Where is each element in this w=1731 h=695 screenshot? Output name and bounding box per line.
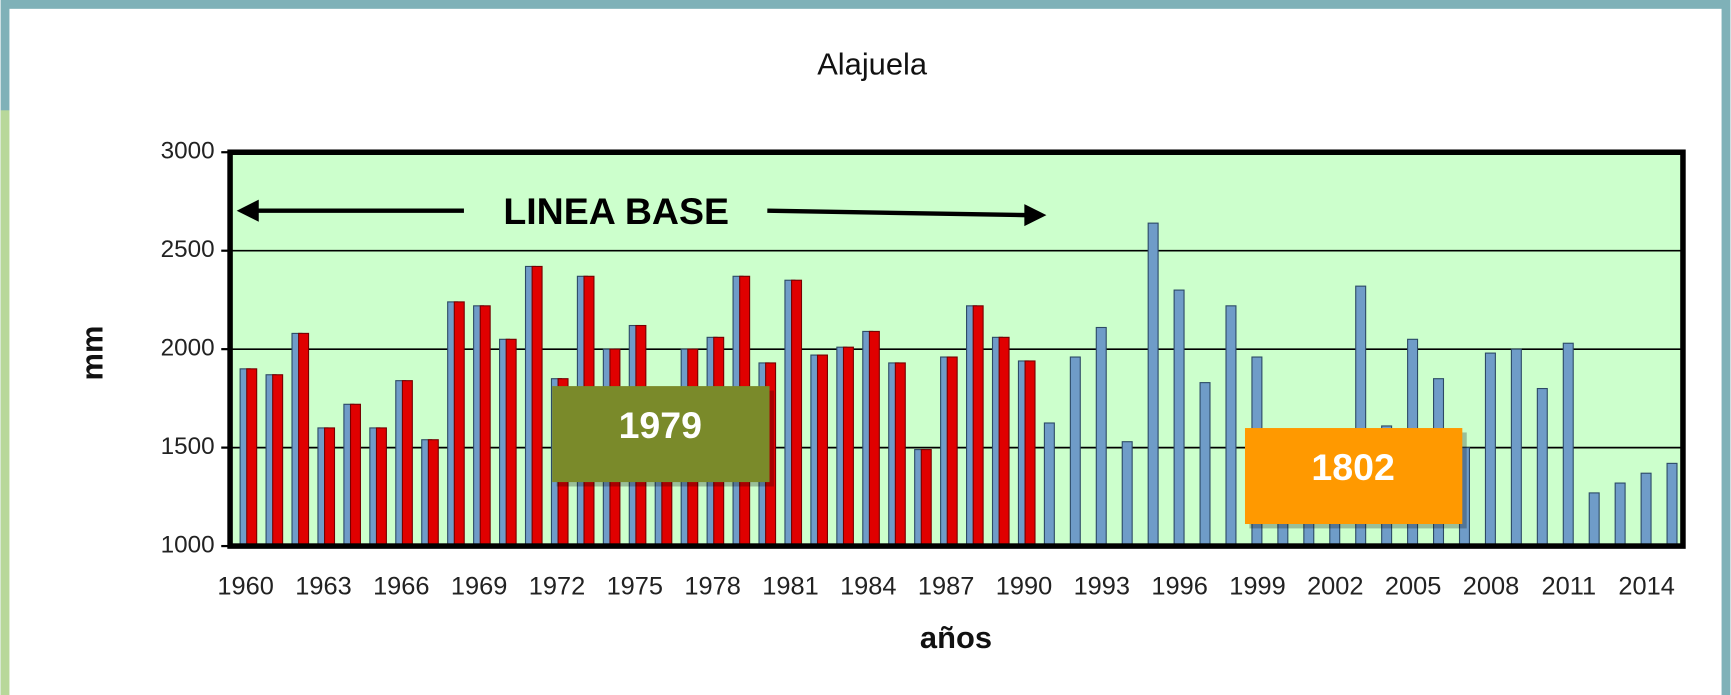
bar [479,305,491,547]
bar [946,356,958,547]
bar [1614,482,1626,547]
bar [1095,326,1107,547]
bar [505,338,517,547]
arrow-head [236,199,259,222]
x-tick-label: 2014 [1618,573,1674,601]
x-tick-label: 1981 [762,573,818,601]
bar [324,427,336,547]
bar [1484,352,1496,547]
x-tick-label: 1972 [529,573,585,601]
bar [894,362,906,547]
y-tick-label: 1500 [161,433,215,460]
annotation-box [1244,428,1463,525]
bar [1666,462,1678,547]
x-axis-label: años [920,620,992,655]
x-tick-label: 1969 [451,573,507,601]
bar [816,354,828,547]
y-tick-label: 2000 [161,335,215,362]
bar [1225,305,1237,547]
annotation-box [552,386,770,483]
bar [272,374,284,547]
x-tick-label: 1984 [840,573,896,601]
x-tick-label: 1987 [918,573,974,601]
bar [1147,222,1159,547]
bar [1588,492,1600,547]
x-tick-label: 2011 [1542,573,1597,601]
annotation: 1802 [1311,446,1394,488]
bar [791,279,803,547]
x-tick-label: 2008 [1463,573,1519,601]
arrow-line [767,208,1027,218]
y-tick-label: 3000 [161,138,215,165]
bar [246,368,258,547]
x-tick-label: 1990 [996,573,1052,601]
x-tick-label: 2005 [1385,573,1441,601]
x-tick-label: 1999 [1229,573,1285,601]
bar [920,449,932,547]
x-tick-label: 1978 [684,573,740,601]
x-tick-label: 1975 [607,573,663,601]
x-tick-label: 1966 [373,573,429,601]
bar [298,332,310,547]
bar [401,380,413,547]
x-tick-label: 1996 [1151,573,1207,601]
bar [1536,387,1548,547]
y-axis-label: mm [75,326,110,381]
bar [1173,289,1185,547]
bar [842,346,854,547]
bar [453,301,465,547]
bar [375,427,387,547]
y-tick-label: 1000 [161,531,215,558]
annotation: LINEA BASE [503,190,729,232]
x-tick-label: 1993 [1074,573,1130,601]
bar [1199,382,1211,547]
plot-border [227,149,1686,549]
bar [531,265,543,547]
bar [1069,356,1081,547]
arrow-head [1024,204,1047,227]
bar [349,403,361,547]
chart-title: Alajuela [817,46,928,81]
bar [1562,342,1574,547]
bar [427,439,439,547]
bar [868,330,880,547]
bar [972,305,984,547]
x-tick-label: 1963 [295,573,351,601]
bar [1024,360,1036,547]
bar [1121,441,1133,547]
x-tick-label: 1960 [217,573,273,601]
bar [1640,472,1652,547]
annotation: 1979 [619,404,702,446]
bar [998,336,1010,547]
bar [1510,348,1522,547]
x-tick-label: 2002 [1307,573,1363,601]
bar [1043,422,1055,547]
y-tick-label: 2500 [161,236,215,263]
